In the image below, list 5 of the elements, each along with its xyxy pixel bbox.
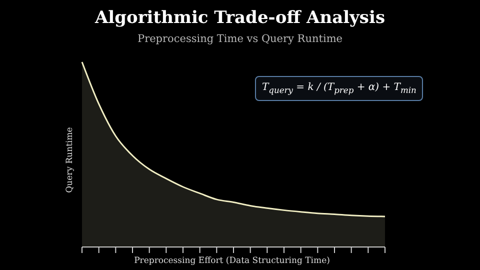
- chart-subtitle: Preprocessing Time vs Query Runtime: [136, 33, 344, 45]
- y-axis-title: Query Runtime: [65, 126, 75, 195]
- chart-title: Algorithmic Trade-off Analysis: [94, 8, 386, 28]
- annotation: T$_{query}$ = k / (T$_{prep}$ + α) + T$_{min}$: [255, 76, 424, 101]
- x-axis-title: Preprocessing Effort (Data Structuring Time): [133, 256, 331, 266]
